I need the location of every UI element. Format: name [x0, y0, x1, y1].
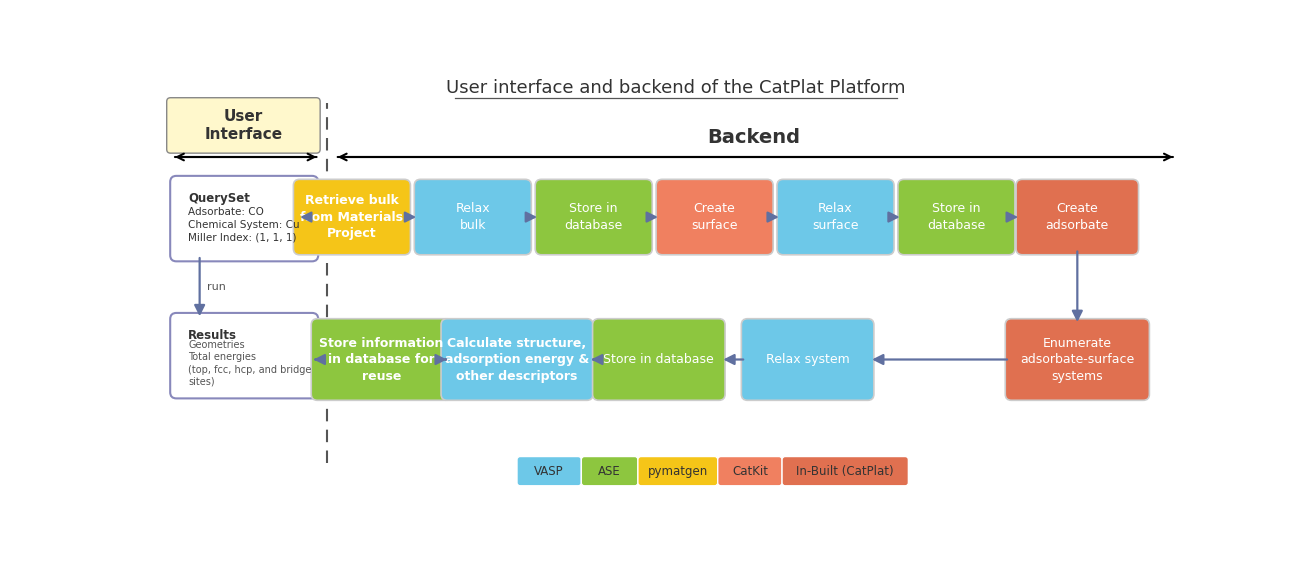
Text: Relax system: Relax system — [765, 353, 849, 366]
FancyBboxPatch shape — [414, 179, 531, 255]
FancyBboxPatch shape — [898, 179, 1015, 255]
FancyBboxPatch shape — [782, 456, 909, 486]
FancyBboxPatch shape — [170, 176, 318, 261]
Text: Store in database: Store in database — [604, 353, 714, 366]
FancyBboxPatch shape — [1005, 319, 1149, 400]
Text: Adsorbate: CO
Chemical System: Cu
Miller Index: (1, 1, 1): Adsorbate: CO Chemical System: Cu Miller… — [188, 206, 300, 243]
FancyBboxPatch shape — [742, 319, 874, 400]
Text: QuerySet: QuerySet — [188, 192, 250, 205]
FancyBboxPatch shape — [170, 313, 318, 398]
Text: Retrieve bulk
from Materials
Project: Retrieve bulk from Materials Project — [300, 194, 404, 240]
Text: ASE: ASE — [598, 465, 621, 478]
Text: Geometries
Total energies
(top, fcc, hcp, and bridge
sites): Geometries Total energies (top, fcc, hcp… — [188, 340, 312, 387]
Text: Store in
database: Store in database — [927, 202, 985, 232]
Text: Results: Results — [188, 329, 237, 342]
FancyBboxPatch shape — [581, 456, 638, 486]
FancyBboxPatch shape — [718, 456, 782, 486]
Text: Calculate structure,
adsorption energy &
other descriptors: Calculate structure, adsorption energy &… — [444, 337, 589, 382]
Text: Backend: Backend — [707, 128, 800, 147]
FancyBboxPatch shape — [535, 179, 652, 255]
Text: run: run — [208, 282, 226, 292]
Text: Enumerate
adsorbate-surface
systems: Enumerate adsorbate-surface systems — [1020, 337, 1135, 382]
Text: VASP: VASP — [534, 465, 564, 478]
FancyBboxPatch shape — [1016, 179, 1139, 255]
Text: Relax
bulk: Relax bulk — [455, 202, 490, 232]
Text: Store in
database: Store in database — [564, 202, 623, 232]
FancyBboxPatch shape — [167, 98, 320, 153]
Text: In-Built (CatPlat): In-Built (CatPlat) — [797, 465, 894, 478]
FancyBboxPatch shape — [293, 179, 410, 255]
Text: User
Interface: User Interface — [204, 109, 283, 142]
Text: Create
adsorbate: Create adsorbate — [1045, 202, 1109, 232]
FancyBboxPatch shape — [777, 179, 894, 255]
Text: Create
surface: Create surface — [692, 202, 738, 232]
Text: pymatgen: pymatgen — [648, 465, 707, 478]
Text: Relax
surface: Relax surface — [813, 202, 859, 232]
FancyBboxPatch shape — [517, 456, 581, 486]
Text: Store information
in database for
reuse: Store information in database for reuse — [320, 337, 443, 382]
Text: CatKit: CatKit — [732, 465, 768, 478]
FancyBboxPatch shape — [593, 319, 725, 400]
FancyBboxPatch shape — [638, 456, 718, 486]
FancyBboxPatch shape — [312, 319, 451, 400]
FancyBboxPatch shape — [656, 179, 773, 255]
FancyBboxPatch shape — [441, 319, 593, 400]
Text: User interface and backend of the CatPlat Platform: User interface and backend of the CatPla… — [446, 79, 906, 96]
